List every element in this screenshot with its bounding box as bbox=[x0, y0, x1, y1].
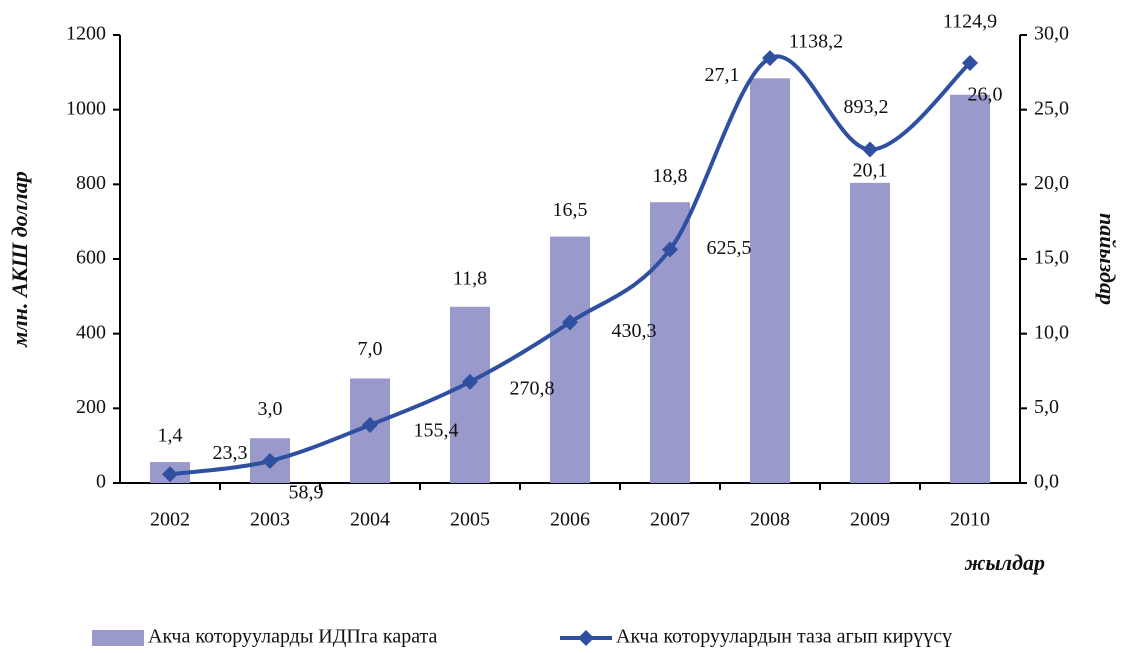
line bbox=[169, 54, 972, 477]
bar-value-label: 18,8 bbox=[653, 165, 688, 187]
bar bbox=[950, 94, 990, 483]
y-tick-label: 1000 bbox=[66, 97, 106, 119]
line-value-label: 625,5 bbox=[707, 237, 752, 259]
y-tick-label: 200 bbox=[76, 396, 106, 418]
y-tick-label: 1200 bbox=[66, 23, 106, 45]
legend-label: Акча которууларды ИДПга карата bbox=[148, 626, 438, 648]
bar-value-label: 20,1 bbox=[853, 159, 888, 181]
bar-value-label: 16,5 bbox=[553, 199, 588, 221]
legend-marker bbox=[578, 630, 594, 646]
bar bbox=[450, 306, 490, 483]
line-value-label: 1138,2 bbox=[789, 31, 843, 53]
x-tick-label: 2009 bbox=[850, 509, 890, 531]
bar-value-label: 7,0 bbox=[358, 338, 383, 360]
y2-tick-label: 30,0 bbox=[1034, 23, 1069, 45]
x-tick-label: 2003 bbox=[250, 509, 290, 531]
legend-swatch bbox=[92, 630, 144, 646]
y-tick-label: 0 bbox=[96, 471, 106, 493]
bar bbox=[550, 236, 590, 483]
line-value-label: 430,3 bbox=[612, 320, 657, 342]
bar-value-label: 11,8 bbox=[453, 267, 487, 289]
line-value-label: 155,4 bbox=[414, 420, 459, 442]
x-tick-label: 2010 bbox=[950, 509, 990, 531]
y2-axis-title: пайыздар bbox=[1095, 213, 1120, 305]
bar-value-label: 1,4 bbox=[158, 425, 183, 447]
x-tick-label: 2007 bbox=[650, 509, 690, 531]
y2-tick-label: 20,0 bbox=[1034, 172, 1069, 194]
x-tick-label: 2005 bbox=[450, 509, 490, 531]
legend-label: Акча которуулардын таза агып кирүүсү bbox=[616, 626, 952, 648]
y-tick-label: 800 bbox=[76, 172, 106, 194]
bar bbox=[850, 182, 890, 483]
line-marker bbox=[262, 453, 278, 470]
line-value-label: 1124,9 bbox=[943, 11, 997, 33]
bar-value-label: 26,0 bbox=[968, 83, 1003, 105]
line-marker bbox=[762, 50, 778, 67]
line-value-label: 893,2 bbox=[844, 96, 889, 118]
y-axis-title: млн. АКШ доллар bbox=[7, 171, 32, 347]
x-tick-label: 2002 bbox=[150, 509, 190, 531]
y-tick-label: 400 bbox=[76, 321, 106, 343]
line-value-label: 270,8 bbox=[510, 377, 555, 399]
y2-tick-label: 15,0 bbox=[1034, 247, 1069, 269]
line-marker bbox=[362, 416, 378, 433]
y2-tick-label: 0,0 bbox=[1034, 471, 1059, 493]
x-tick-label: 2006 bbox=[550, 509, 590, 531]
bar bbox=[750, 78, 790, 483]
bar-value-label: 3,0 bbox=[258, 398, 283, 420]
y2-tick-label: 5,0 bbox=[1034, 396, 1059, 418]
y2-tick-label: 10,0 bbox=[1034, 321, 1069, 343]
bar-value-label: 27,1 bbox=[705, 64, 740, 86]
line-value-label: 23,3 bbox=[213, 442, 248, 464]
line-marker bbox=[662, 241, 678, 258]
line-marker bbox=[162, 466, 178, 483]
x-tick-label: 2004 bbox=[350, 509, 390, 531]
y-tick-label: 600 bbox=[76, 247, 106, 269]
line-marker bbox=[862, 141, 878, 158]
line-marker bbox=[962, 55, 978, 72]
x-axis-title: жылдар bbox=[964, 550, 1045, 575]
line-value-label: 58,9 bbox=[289, 482, 324, 504]
y2-tick-label: 25,0 bbox=[1034, 97, 1069, 119]
line-marker bbox=[462, 373, 478, 390]
x-tick-label: 2008 bbox=[750, 509, 790, 531]
line-marker bbox=[562, 314, 578, 331]
